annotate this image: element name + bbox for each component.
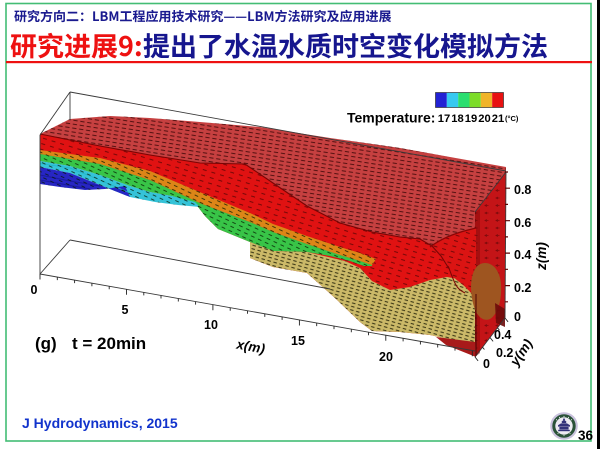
svg-text:0.2: 0.2 [514,281,531,295]
svg-text:0: 0 [483,357,490,371]
svg-text:Temperature:: Temperature: [347,110,435,126]
svg-text:5: 5 [122,303,129,317]
svg-text:0.8: 0.8 [514,183,531,197]
svg-text:0.6: 0.6 [514,216,531,230]
svg-text:19: 19 [465,113,477,125]
svg-text:z(m): z(m) [534,242,549,271]
svg-text:0: 0 [514,310,521,324]
svg-text:t = 20min: t = 20min [72,334,146,353]
svg-text:20: 20 [478,113,490,125]
svg-text:17: 17 [438,113,450,125]
svg-text:J Hydrodynamics, 2015: J Hydrodynamics, 2015 [22,415,178,431]
svg-text:20: 20 [379,350,393,364]
svg-text:0.4: 0.4 [494,328,511,342]
svg-text:(°C): (°C) [505,114,519,123]
svg-text:15: 15 [291,334,305,348]
svg-text:x(m): x(m) [234,337,266,357]
svg-text:18: 18 [451,113,463,125]
svg-text:0.4: 0.4 [514,248,531,262]
svg-text:21: 21 [492,113,504,125]
svg-text:(g): (g) [35,334,57,353]
svg-text:10: 10 [204,318,218,332]
svg-text:36: 36 [578,428,594,443]
svg-text:0.2: 0.2 [496,346,513,360]
svg-text:0: 0 [31,283,38,297]
